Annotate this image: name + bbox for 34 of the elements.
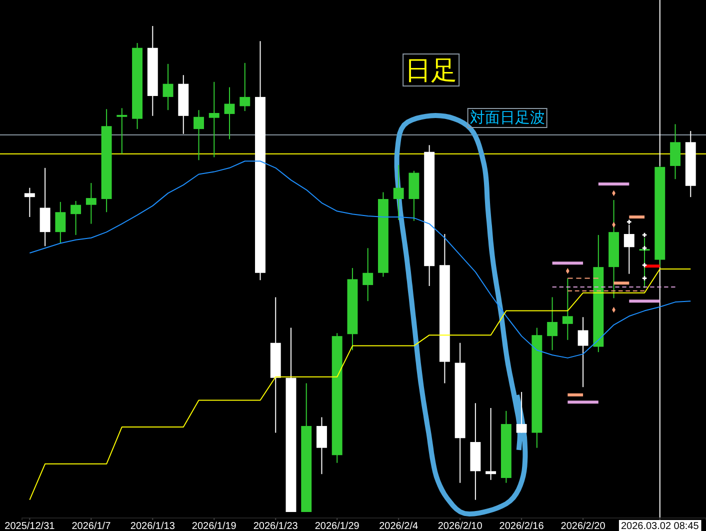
candlestick	[86, 182, 96, 224]
point	[642, 276, 647, 280]
point	[627, 220, 632, 224]
x-tick-label: 2026/2/10	[438, 521, 483, 531]
candlestick	[393, 164, 404, 220]
candlestick	[562, 278, 573, 340]
x-tick-label: 2026/1/19	[192, 521, 237, 531]
x-tick-label: 2026/1/7	[72, 521, 112, 531]
candlestick	[70, 200, 82, 236]
candlestick	[55, 201, 66, 244]
candlestick	[240, 62, 250, 112]
candlestick	[670, 124, 680, 180]
x-tick-label: 2026/1/13	[130, 521, 176, 531]
candlestick	[547, 296, 558, 351]
candlestick	[224, 86, 235, 140]
candlestick	[24, 187, 35, 218]
candlestick	[116, 108, 128, 154]
annotation: 日足	[405, 55, 458, 85]
candlestick	[578, 316, 588, 388]
candlestick	[316, 416, 327, 475]
x-tick-label: 2026/2/16	[499, 521, 544, 531]
x-tick-label: 2026/2/20	[560, 521, 606, 531]
x-tick-label: 2025/12/31	[4, 521, 56, 531]
candlestick	[516, 391, 527, 434]
annotation: 対面日足波	[470, 110, 545, 126]
candlestick	[194, 110, 204, 161]
candlestick	[486, 407, 496, 480]
x-tick-label: 2026/1/23	[253, 521, 298, 531]
candlestick	[362, 248, 374, 302]
candlestick	[208, 81, 220, 158]
x-tick-label: 2026/2/4	[379, 521, 418, 531]
x-tick-label: 2026.03.02 08:45	[620, 521, 700, 531]
candlestick	[162, 63, 174, 111]
x-tick-label: 2026/1/29	[314, 521, 360, 531]
